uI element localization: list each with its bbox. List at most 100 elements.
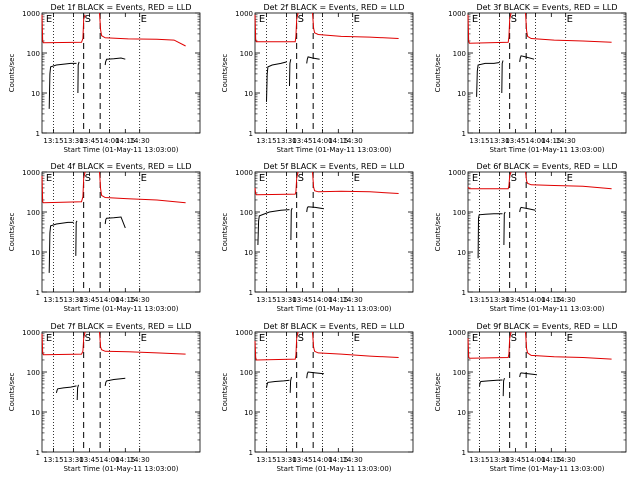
lld-series-line — [99, 12, 186, 47]
x-tick-label: 13:45 — [505, 456, 525, 464]
lld-series-line — [525, 12, 612, 43]
event-marker-label: S — [511, 173, 517, 184]
y-tick-label: 100 — [240, 209, 253, 217]
event-marker-label: E — [141, 14, 147, 25]
y-axis-label: Counts/sec — [8, 54, 16, 93]
events-series-line — [289, 59, 292, 87]
x-tick-label: 13:45 — [505, 137, 525, 145]
x-tick-label: 14:15 — [328, 296, 348, 304]
event-marker-label: S — [298, 333, 304, 344]
y-tick-label: 100 — [240, 50, 253, 58]
event-marker-label: S — [298, 173, 304, 184]
events-series-line — [519, 206, 536, 213]
chart-panel: Det 3f BLACK = Events, RED = LLD 1 10 100 10… — [434, 3, 627, 154]
lld-series-line — [99, 171, 186, 204]
events-series-line — [501, 60, 504, 94]
x-tick-label: 13:15 — [43, 296, 63, 304]
y-axis-label: Counts/sec — [8, 213, 16, 252]
x-tick-label: 13:15 — [256, 137, 276, 145]
y-tick-label: 100 — [27, 369, 40, 377]
x-axis-label: Start Time (01-May-11 13:03:00) — [276, 146, 391, 154]
events-series-line — [306, 56, 320, 64]
y-tick-label: 100 — [240, 369, 253, 377]
lld-series-line — [525, 331, 612, 360]
y-tick-label: 1000 — [448, 10, 466, 18]
x-tick-label: 13:15 — [43, 137, 63, 145]
y-tick-label: 1 — [249, 289, 253, 297]
event-marker-label: E — [354, 333, 360, 344]
y-tick-label: 1 — [36, 130, 40, 138]
y-tick-label: 1000 — [235, 329, 253, 337]
y-axis-label: Counts/sec — [221, 373, 229, 412]
events-series-line — [519, 372, 537, 378]
lld-series-line — [467, 171, 512, 190]
lld-series-line — [254, 331, 299, 361]
event-marker-label: S — [511, 333, 517, 344]
x-tick-label: 13:15 — [256, 456, 276, 464]
x-axis-label: Start Time (01-May-11 13:03:00) — [63, 146, 178, 154]
event-marker-label: E — [259, 173, 265, 184]
x-axis-label: Start Time (01-May-11 13:03:00) — [489, 305, 604, 313]
y-tick-label: 10 — [457, 409, 466, 417]
y-tick-label: 1000 — [448, 169, 466, 177]
x-tick-label: 14:30 — [556, 456, 576, 464]
y-tick-label: 10 — [244, 409, 253, 417]
event-marker-label: S — [85, 14, 91, 25]
x-tick-label: 14:00 — [312, 137, 332, 145]
x-tick-label: 14:00 — [312, 456, 332, 464]
lld-series-line — [254, 171, 299, 196]
chart-title: Det 4f BLACK = Events, RED = LLD — [50, 162, 191, 171]
plot-frame — [41, 12, 201, 134]
y-axis-label: Counts/sec — [221, 54, 229, 93]
y-tick-label: 100 — [27, 50, 40, 58]
chart-panel: Det 5f BLACK = Events, RED = LLD 1 10 100 10… — [221, 162, 414, 313]
events-series-line — [477, 213, 503, 259]
x-tick-label: 14:00 — [525, 456, 545, 464]
chart-title: Det 5f BLACK = Events, RED = LLD — [263, 162, 404, 171]
x-tick-label: 13:30 — [490, 137, 510, 145]
x-tick-label: 14:15 — [115, 296, 135, 304]
y-tick-label: 1000 — [22, 10, 40, 18]
y-tick-label: 1 — [462, 130, 466, 138]
x-axis-label: Start Time (01-May-11 13:03:00) — [276, 305, 391, 313]
x-tick-label: 13:15 — [256, 296, 276, 304]
y-tick-label: 10 — [244, 249, 253, 257]
event-marker-label: E — [46, 173, 52, 184]
x-tick-label: 13:15 — [43, 456, 63, 464]
event-marker-label: E — [259, 333, 265, 344]
event-marker-label: E — [354, 14, 360, 25]
events-series-line — [76, 384, 79, 401]
x-tick-label: 13:15 — [469, 456, 489, 464]
x-tick-label: 13:45 — [79, 456, 99, 464]
x-tick-label: 14:30 — [130, 296, 150, 304]
events-series-line — [289, 376, 292, 393]
chart-title: Det 2f BLACK = Events, RED = LLD — [263, 3, 404, 12]
events-series-line — [104, 57, 126, 66]
events-series-line — [306, 371, 324, 379]
lld-series-line — [41, 331, 86, 356]
x-tick-label: 14:00 — [525, 137, 545, 145]
plot-frame — [467, 12, 627, 134]
plot-frame — [254, 12, 414, 134]
x-tick-label: 14:15 — [328, 456, 348, 464]
event-marker-label: S — [511, 14, 517, 25]
y-axis-label: Counts/sec — [8, 373, 16, 412]
y-tick-label: 1000 — [22, 329, 40, 337]
x-tick-label: 14:30 — [343, 137, 363, 145]
events-series-line — [75, 220, 78, 256]
event-marker-label: E — [472, 173, 478, 184]
x-axis-label: Start Time (01-May-11 13:03:00) — [276, 465, 391, 473]
y-tick-label: 1000 — [235, 10, 253, 18]
y-tick-label: 1 — [36, 289, 40, 297]
y-tick-label: 10 — [457, 249, 466, 257]
x-tick-label: 14:15 — [115, 137, 135, 145]
lld-series-line — [312, 331, 399, 358]
x-tick-label: 14:30 — [556, 296, 576, 304]
x-tick-label: 13:45 — [292, 137, 312, 145]
y-tick-label: 100 — [453, 50, 466, 58]
chart-title: Det 6f BLACK = Events, RED = LLD — [476, 162, 617, 171]
x-tick-label: 13:30 — [490, 296, 510, 304]
event-marker-label: E — [567, 14, 573, 25]
y-tick-label: 100 — [453, 209, 466, 217]
